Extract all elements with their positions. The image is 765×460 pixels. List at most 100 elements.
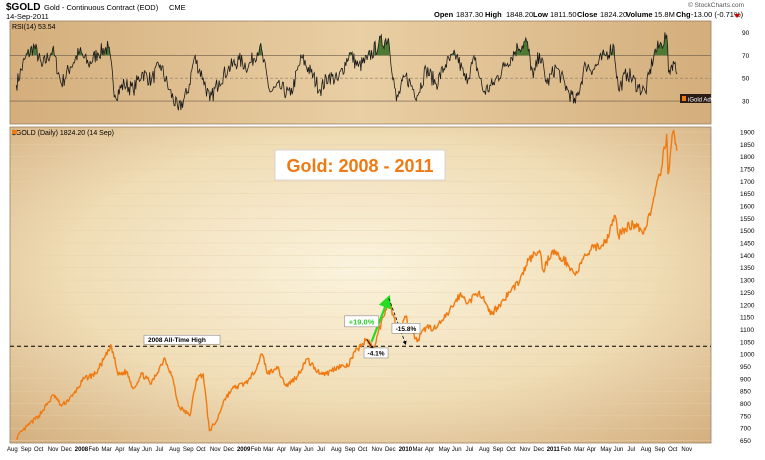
price-tick-1500: 1500: [740, 228, 755, 235]
x-label-17: 2009: [237, 447, 251, 453]
ath-label-background: [143, 334, 221, 345]
x-label-14: Oct: [196, 447, 206, 453]
x-label-6: Feb: [89, 447, 100, 453]
annotation-label-2: -4.1%: [368, 350, 385, 357]
annotation-label-0: +19.0%: [349, 317, 375, 326]
x-label-36: Sep: [493, 447, 504, 453]
x-label-47: Aug: [641, 447, 652, 453]
price-tick-1800: 1800: [740, 154, 755, 161]
price-tick-1300: 1300: [740, 278, 755, 285]
rsi-overbought-fill-5: [50, 46, 54, 56]
close-label: Close: [577, 10, 597, 19]
annotation-layer: +19.0% -15.8% -4.1%: [344, 294, 421, 359]
x-label-9: May: [128, 447, 139, 453]
high-value: 1848.20: [506, 10, 533, 19]
chg-value: -13.00 (-0.71%): [691, 10, 744, 19]
rsi-overbought-fill-27: [513, 51, 516, 56]
drop-arrow: [388, 298, 407, 346]
price-tick-1000: 1000: [740, 352, 755, 359]
x-label-44: May: [600, 447, 611, 453]
high-label: High: [485, 10, 502, 19]
chart-title-box: [274, 149, 446, 181]
symbol-label: $GOLD: [6, 2, 40, 13]
price-y-ticks: 650 700 750 800 850 900 950 1000 1050 1100 1150 120…: [740, 129, 755, 445]
x-label-38: Nov: [520, 447, 531, 453]
advisor-badge: [680, 94, 711, 103]
x-label-45: Jun: [614, 447, 624, 453]
price-tick-1250: 1250: [740, 290, 755, 297]
ath-label: 2008 All-Time High: [148, 337, 206, 344]
x-label-21: May: [290, 447, 301, 453]
rsi-tick-70: 70: [742, 53, 750, 60]
price-panel: 2008 All-Time High +19.0% -15.8% -4.1% 650…: [7, 126, 755, 453]
x-label-37: Oct: [506, 447, 516, 453]
rsi-panel: 30 50 70 90 RSI(14) 53.54 iGold Advisor: [9, 20, 750, 125]
x-label-43: Apr: [587, 447, 596, 453]
x-label-1: Sep: [21, 447, 32, 453]
x-label-34: Jul: [466, 447, 474, 453]
price-tick-950: 950: [740, 364, 751, 371]
price-legend: $GOLD (Daily) 1824.20 (14 Sep): [12, 130, 114, 137]
x-label-40: 2011: [547, 447, 561, 453]
advisor-badge-label: iGold Advisor: [688, 98, 723, 104]
rsi-plot-area: [9, 20, 712, 125]
x-label-10: Jun: [142, 447, 152, 453]
x-label-11: Jul: [155, 447, 163, 453]
x-label-16: Dec: [223, 447, 234, 453]
x-label-24: Aug: [331, 447, 342, 453]
price-tick-1700: 1700: [740, 179, 755, 186]
x-label-48: Sep: [654, 447, 665, 453]
price-tick-750: 750: [740, 413, 751, 420]
x-label-4: Dec: [61, 447, 72, 453]
x-label-33: Jun: [452, 447, 462, 453]
rsi-tick-30: 30: [742, 99, 750, 106]
x-label-2: Oct: [34, 447, 44, 453]
rsi-guides: [10, 55, 711, 102]
rsi-line: [15, 32, 678, 111]
price-tick-1050: 1050: [740, 339, 755, 346]
low-label: Low: [533, 10, 548, 19]
date-label: 14-Sep-2011: [6, 12, 49, 21]
x-label-42: Mar: [574, 447, 584, 453]
x-label-29: 2010: [399, 447, 413, 453]
price-tick-900: 900: [740, 376, 751, 383]
x-label-30: Mar: [412, 447, 422, 453]
x-label-18: Feb: [251, 447, 262, 453]
x-label-0: Aug: [7, 447, 18, 453]
volume-value: 15.8M: [654, 10, 675, 19]
x-label-28: Dec: [385, 447, 396, 453]
x-label-8: Apr: [115, 447, 124, 453]
rsi-legend: RSI(14) 53.54: [12, 24, 56, 31]
x-label-46: Jul: [627, 447, 635, 453]
price-legend-swatch: [12, 130, 17, 134]
volume-label: Volume: [626, 10, 653, 19]
x-label-49: Oct: [668, 447, 678, 453]
x-label-7: Mar: [101, 447, 111, 453]
gold-price-line: [15, 129, 678, 440]
open-value: 1837.30: [456, 10, 483, 19]
description-label: Gold - Continuous Contract (EOD): [44, 3, 159, 12]
x-label-5: 2008: [75, 447, 89, 453]
x-label-3: Nov: [48, 447, 59, 453]
price-tick-1400: 1400: [740, 253, 755, 260]
annotation-label-1: -15.8%: [396, 326, 417, 333]
x-label-23: Jul: [317, 447, 325, 453]
price-tick-1100: 1100: [740, 327, 754, 334]
x-label-27: Nov: [372, 447, 383, 453]
rsi-tick-50: 50: [742, 76, 750, 83]
x-label-35: Aug: [479, 447, 490, 453]
price-tick-1150: 1150: [740, 315, 754, 322]
rise-arrow: [370, 294, 392, 343]
price-tick-1650: 1650: [740, 191, 755, 198]
x-label-20: Apr: [277, 447, 286, 453]
chart-title: Gold: 2008 - 2011: [286, 156, 433, 176]
price-tick-1200: 1200: [740, 302, 755, 309]
price-tick-1750: 1750: [740, 166, 755, 173]
price-tick-1450: 1450: [740, 241, 755, 248]
price-tick-700: 700: [740, 426, 751, 433]
price-tick-800: 800: [740, 401, 751, 408]
ohlc-readout: Open 1837.30 High 1848.20 Low 1811.50 Cl…: [434, 10, 744, 19]
x-label-50: Nov: [681, 447, 692, 453]
